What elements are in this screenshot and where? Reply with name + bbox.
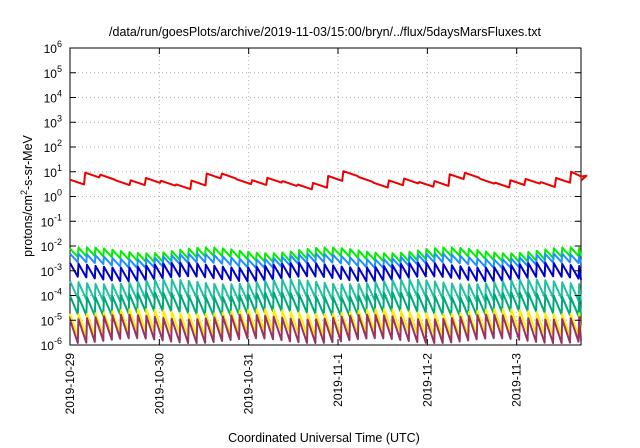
y-tick-label: 10-1 <box>41 212 62 229</box>
series-line-4 <box>69 278 582 303</box>
y-tick-label: 10-6 <box>41 336 62 353</box>
series-line-3 <box>69 261 582 283</box>
series-line-1 <box>69 246 582 263</box>
x-axis-ticks: 2019-10-29 2019-10-30 2019-10-31 2019-11-1 2… <box>63 48 524 414</box>
x-tick-label: 2019-11-1 <box>331 353 345 407</box>
x-tick-label: 2019-10-29 <box>63 353 77 415</box>
x-tick-label: 2019-11-3 <box>510 353 524 407</box>
series-line-6 <box>69 308 582 338</box>
y-tick-label: 10-3 <box>41 262 62 279</box>
x-tick-label: 2019-10-30 <box>152 353 166 415</box>
series-line-2 <box>69 252 582 270</box>
y-tick-label: 10-5 <box>41 311 62 328</box>
x-axis-label: Coordinated Universal Time (UTC) <box>228 431 420 445</box>
x-tick-label: 2019-10-31 <box>242 353 256 415</box>
y-tick-label: 103 <box>44 113 62 130</box>
grid-lines <box>70 48 581 345</box>
series-line-0 <box>69 170 588 191</box>
chart-title: /data/run/goesPlots/archive/2019-11-03/1… <box>109 25 541 39</box>
y-tick-label: 101 <box>44 163 62 180</box>
x-tick-label: 2019-11-2 <box>420 353 434 407</box>
series-line-5 <box>69 291 582 317</box>
y-tick-label: 102 <box>44 138 62 155</box>
series-lines <box>69 170 588 345</box>
y-tick-label: 10-4 <box>41 287 62 304</box>
y-tick-label: 106 <box>44 39 62 56</box>
y-axis-ticks: 10-6 10-5 10-4 10-3 10-2 10-1 100 101 102 103 104 1… <box>41 39 581 353</box>
y-tick-label: 100 <box>44 188 62 205</box>
y-tick-label: 10-2 <box>41 237 62 254</box>
y-tick-label: 105 <box>44 64 62 81</box>
series-line-7 <box>69 313 582 345</box>
y-axis-label: protons/cm2-s-sr-MeV <box>19 134 35 256</box>
y-tick-label: 104 <box>44 89 62 106</box>
